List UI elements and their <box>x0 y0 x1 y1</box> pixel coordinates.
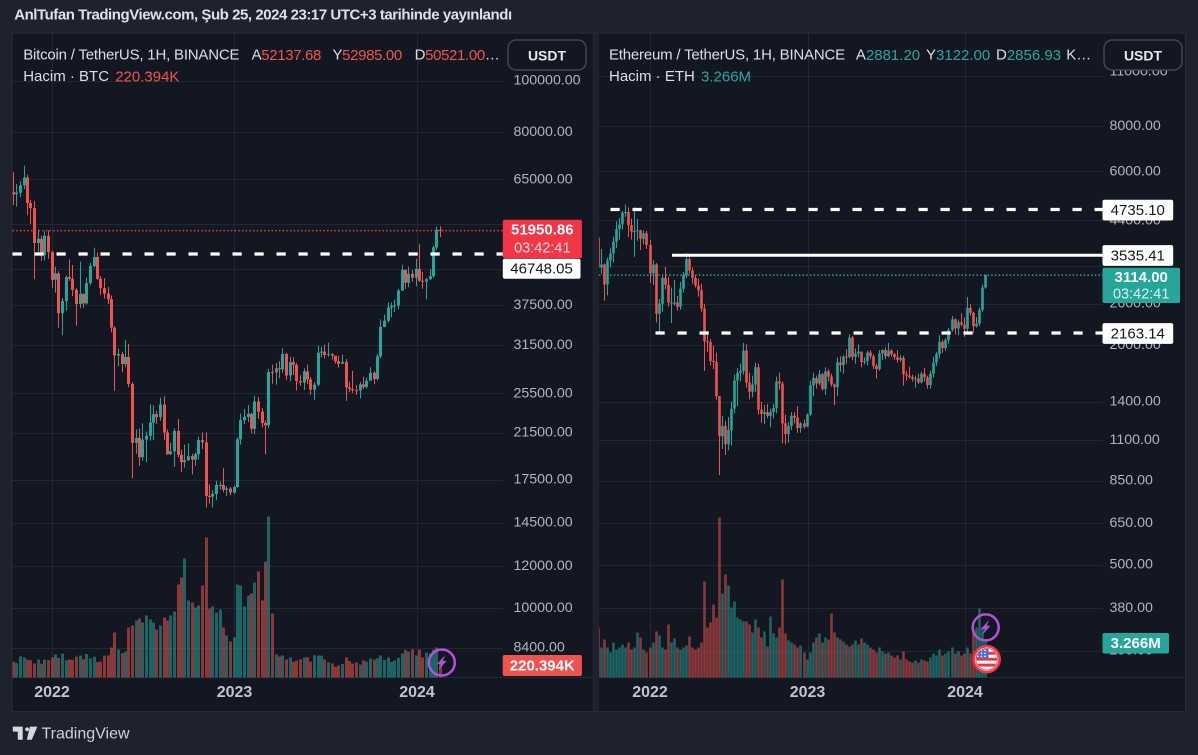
svg-text:USDT: USDT <box>1124 48 1163 64</box>
svg-text:A52137.68: A52137.68 <box>252 46 321 63</box>
svg-text:2163.14: 2163.14 <box>1111 326 1165 343</box>
svg-text:500.00: 500.00 <box>1110 557 1154 573</box>
svg-text:220.394K: 220.394K <box>510 657 575 674</box>
svg-text:17500.00: 17500.00 <box>514 472 573 488</box>
svg-text:650.00: 650.00 <box>1110 515 1154 531</box>
svg-text:14500.00: 14500.00 <box>514 515 573 531</box>
svg-text:Y3122.00: Y3122.00 <box>926 46 990 63</box>
svg-text:A2881.20: A2881.20 <box>856 46 920 63</box>
svg-text:100000.00: 100000.00 <box>514 73 581 89</box>
svg-text:D2856.93: D2856.93 <box>996 46 1061 63</box>
svg-text:65000.00: 65000.00 <box>514 171 573 187</box>
svg-text:3535.41: 3535.41 <box>1111 248 1165 265</box>
svg-text:Hacim · ETH 3.266M: Hacim · ETH 3.266M <box>609 68 751 85</box>
svg-text:380.00: 380.00 <box>1110 600 1154 616</box>
svg-text:46748.05: 46748.05 <box>510 261 573 278</box>
svg-text:6000.00: 6000.00 <box>1110 163 1161 179</box>
svg-text:2023: 2023 <box>217 684 253 701</box>
svg-text:1100.00: 1100.00 <box>1110 432 1160 448</box>
svg-text:8000.00: 8000.00 <box>1110 118 1161 134</box>
svg-text:1400.00: 1400.00 <box>1110 394 1161 410</box>
svg-text:3114.00: 3114.00 <box>1114 269 1167 286</box>
svg-text:2023: 2023 <box>790 684 826 701</box>
svg-text:8400.00: 8400.00 <box>514 640 565 656</box>
svg-text:Hacim · BTC 220.394K: Hacim · BTC 220.394K <box>23 68 179 85</box>
svg-text:03:42:41: 03:42:41 <box>514 240 570 256</box>
svg-text:21500.00: 21500.00 <box>514 425 573 441</box>
svg-text:03:42:41: 03:42:41 <box>1113 286 1169 302</box>
svg-text:2022: 2022 <box>34 684 70 701</box>
svg-text:51950.86: 51950.86 <box>511 221 574 238</box>
svg-text:2024: 2024 <box>947 684 983 701</box>
svg-text:AnlTufan TradingView.com, Şub: AnlTufan TradingView.com, Şub 25, 2024 2… <box>14 6 512 23</box>
svg-text:37500.00: 37500.00 <box>514 297 573 313</box>
svg-text:2024: 2024 <box>399 684 435 701</box>
svg-text:USDT: USDT <box>528 48 567 64</box>
svg-text:12000.00: 12000.00 <box>514 558 573 574</box>
svg-text:31500.00: 31500.00 <box>514 337 573 353</box>
svg-text:4735.10: 4735.10 <box>1111 202 1165 219</box>
svg-text:3.266M: 3.266M <box>1111 635 1161 652</box>
svg-text:Y52985.00: Y52985.00 <box>333 46 402 63</box>
svg-text:TradingView: TradingView <box>42 725 130 742</box>
svg-text:850.00: 850.00 <box>1110 473 1154 489</box>
svg-text:80000.00: 80000.00 <box>514 124 573 140</box>
svg-text:2022: 2022 <box>632 684 668 701</box>
svg-text:10000.00: 10000.00 <box>514 600 573 616</box>
svg-text:K…: K… <box>1066 46 1091 63</box>
svg-text:Ethereum / TetherUS, 1H, BINAN: Ethereum / TetherUS, 1H, BINANCE <box>609 46 845 63</box>
svg-text:Bitcoin / TetherUS, 1H, BINANC: Bitcoin / TetherUS, 1H, BINANCE <box>23 46 239 63</box>
svg-text:25500.00: 25500.00 <box>514 385 573 401</box>
svg-text:D50521.00…: D50521.00… <box>415 46 500 63</box>
